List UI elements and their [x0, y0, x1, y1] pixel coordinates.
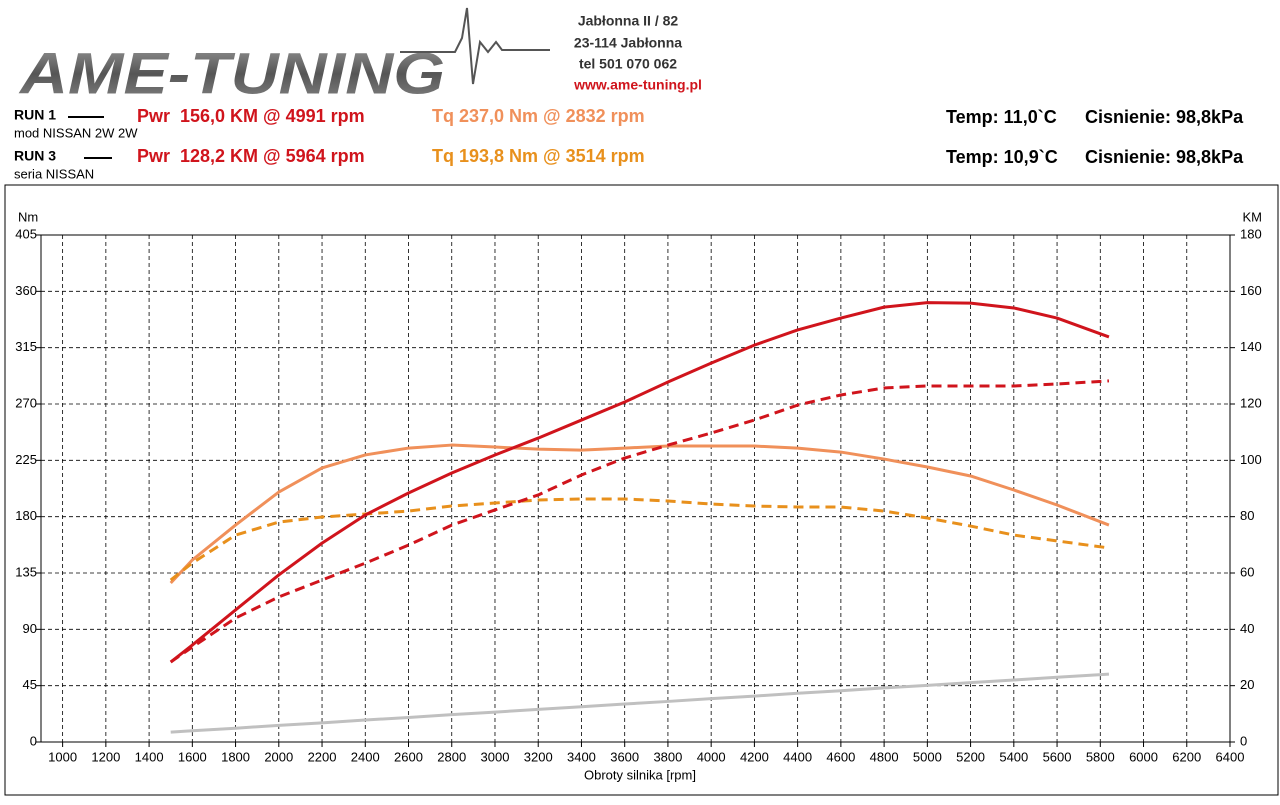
x-axis-label: Obroty silnika [rpm] — [584, 767, 696, 782]
y2-tick-label: 160 — [1240, 283, 1262, 298]
y2-tick-label: 120 — [1240, 395, 1262, 410]
y-tick-label: 45 — [23, 677, 37, 692]
x-tick-label: 1400 — [135, 749, 164, 764]
x-tick-label: 3400 — [567, 749, 596, 764]
x-tick-label: 6200 — [1172, 749, 1201, 764]
x-tick-label: 2200 — [308, 749, 337, 764]
run-desc: seria NISSAN — [14, 166, 94, 181]
series-line — [169, 301, 1110, 664]
run-power: Pwr 156,0 KM @ 4991 rpm — [137, 106, 365, 126]
y-axis-label: Nm — [18, 209, 38, 224]
logo: AME-TUNING — [18, 41, 445, 106]
run-torque: Tq 193,8 Nm @ 3514 rpm — [432, 146, 645, 166]
run-temp: Temp: 11,0`C — [946, 107, 1057, 127]
y2-tick-label: 100 — [1240, 452, 1262, 467]
y-tick-label: 405 — [15, 226, 37, 241]
x-tick-label: 3200 — [524, 749, 553, 764]
y2-tick-label: 0 — [1240, 733, 1247, 748]
x-tick-label: 3800 — [653, 749, 682, 764]
y2-tick-label: 20 — [1240, 677, 1254, 692]
x-tick-label: 3600 — [610, 749, 639, 764]
y2-tick-label: 80 — [1240, 508, 1254, 523]
y-tick-label: 0 — [30, 733, 37, 748]
run-temp: Temp: 10,9`C — [946, 147, 1058, 167]
run-desc: mod NISSAN 2W 2W — [14, 125, 138, 140]
x-tick-label: 5200 — [956, 749, 985, 764]
x-tick-label: 6000 — [1129, 749, 1158, 764]
x-tick-label: 5600 — [1043, 749, 1072, 764]
x-tick-label: 1800 — [221, 749, 250, 764]
x-tick-label: 2800 — [437, 749, 466, 764]
website: www.ame-tuning.pl — [573, 77, 702, 93]
address-line: tel 501 070 062 — [579, 56, 677, 72]
logo-heartbeat — [400, 7, 550, 85]
y-tick-label: 315 — [15, 339, 37, 354]
x-tick-label: 3000 — [481, 749, 510, 764]
y-tick-label: 360 — [15, 283, 37, 298]
address-line: Jabłonna II / 82 — [578, 13, 679, 29]
x-tick-label: 4200 — [740, 749, 769, 764]
run-pressure: Cisnienie: 98,8kPa — [1085, 107, 1244, 127]
x-tick-label: 6400 — [1216, 749, 1245, 764]
series-line — [169, 379, 1110, 664]
run-pressure: Cisnienie: 98,8kPa — [1085, 147, 1244, 167]
x-tick-label: 1200 — [91, 749, 120, 764]
y2-tick-label: 40 — [1240, 621, 1254, 636]
y-tick-label: 135 — [15, 564, 37, 579]
x-tick-label: 4600 — [826, 749, 855, 764]
x-tick-label: 4800 — [870, 749, 899, 764]
y2-tick-label: 60 — [1240, 564, 1254, 579]
x-tick-label: 5400 — [999, 749, 1028, 764]
y2-tick-label: 140 — [1240, 339, 1262, 354]
chart-frame — [4, 184, 1279, 796]
run-label: RUN 3 — [14, 148, 56, 164]
y2-axis-label: KM — [1243, 209, 1263, 224]
x-tick-label: 2400 — [351, 749, 380, 764]
series-line — [170, 672, 1110, 734]
run-label: RUN 1 — [14, 107, 56, 123]
grid: 1000 1200 1400 1600 1800 2000 2200 2400 2600 2800… — [15, 226, 1261, 764]
x-tick-label: 4400 — [783, 749, 812, 764]
y-tick-label: 90 — [23, 621, 37, 636]
x-tick-label: 4000 — [697, 749, 726, 764]
plot-lines — [169, 301, 1110, 734]
address-line: 23-114 Jabłonna — [574, 35, 682, 51]
x-tick-label: 2000 — [264, 749, 293, 764]
x-tick-label: 1600 — [178, 749, 207, 764]
run-torque: Tq 237,0 Nm @ 2832 rpm — [432, 106, 645, 126]
x-tick-label: 1000 — [48, 749, 77, 764]
series-line — [169, 497, 1110, 582]
y-tick-label: 270 — [15, 395, 37, 410]
y-tick-label: 180 — [15, 508, 37, 523]
run-power: Pwr 128,2 KM @ 5964 rpm — [137, 146, 365, 166]
y2-tick-label: 180 — [1240, 226, 1262, 241]
series-line — [169, 443, 1110, 585]
plot-area — [40, 234, 1231, 743]
x-tick-label: 5800 — [1086, 749, 1115, 764]
x-tick-label: 5000 — [913, 749, 942, 764]
x-tick-label: 2600 — [394, 749, 423, 764]
y-tick-label: 225 — [15, 452, 37, 467]
